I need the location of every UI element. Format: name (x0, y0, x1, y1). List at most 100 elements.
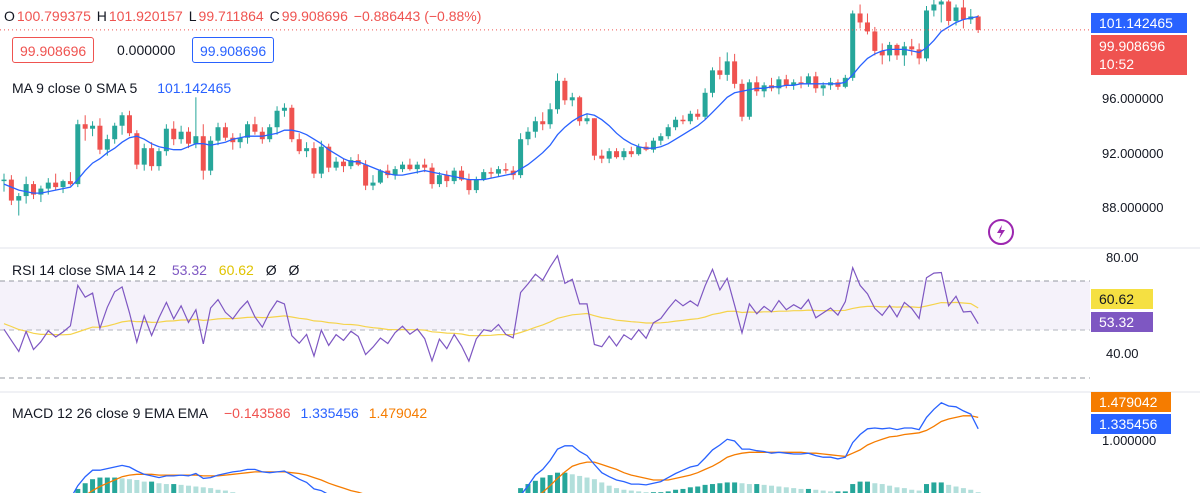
rsi-axis-tick: 80.00 (1106, 250, 1139, 265)
macd-histogram-bar (968, 489, 974, 493)
candle-body (628, 151, 634, 155)
candle-body (805, 76, 811, 84)
lightning-bolt-icon[interactable] (988, 219, 1014, 245)
macd-histogram-bar (665, 491, 671, 493)
low-label: L (188, 8, 197, 24)
candle-body (333, 161, 339, 168)
candle-body (584, 118, 590, 122)
price-axis-tick: 96.000000 (1102, 91, 1164, 106)
candle-body (281, 107, 287, 111)
macd-histogram-bar (761, 484, 767, 493)
close-value: 99.908696 (281, 8, 348, 24)
macd-histogram-bar (687, 487, 693, 493)
ma-legend[interactable]: MA 9 close 0 SMA 5 101.142465 (12, 80, 233, 96)
candle-body (658, 136, 664, 141)
candle-body (909, 46, 915, 50)
macd-histogram-bar (149, 481, 155, 493)
rsi-line (3, 254, 979, 363)
candle-body (156, 151, 162, 167)
candle-body (495, 169, 501, 174)
macd-histogram-bar (82, 483, 88, 493)
candle-body (857, 13, 863, 23)
candle-body (488, 172, 494, 174)
candle-body (680, 119, 686, 122)
ma-line (3, 15, 979, 194)
macd-histogram-bar (569, 474, 575, 493)
macd-histogram-bar (119, 478, 125, 493)
macd-histogram-bar (791, 488, 797, 493)
candle-body (377, 170, 383, 183)
ohlc-legend: O 100.799375 H 101.920157 L 99.711864 C 99.9… (4, 8, 483, 24)
candle-body (783, 79, 789, 86)
high-label: H (96, 8, 107, 24)
macd-signal-line (87, 415, 979, 493)
candle-body (709, 70, 715, 93)
candle-body (695, 113, 701, 117)
macd-histogram-bar (746, 484, 752, 493)
open-value: 100.799375 (16, 8, 91, 24)
candle-body (407, 164, 413, 170)
candle-body (938, 1, 944, 5)
macd-histogram-bar (813, 489, 819, 493)
macd-histogram-bar (924, 484, 929, 493)
candle-body (75, 124, 81, 185)
macd-histogram-bar (842, 491, 848, 493)
candle-body (429, 167, 435, 185)
macd-histogram-bar (186, 485, 191, 493)
macd-histogram-bar (783, 487, 789, 493)
candle-body (850, 13, 856, 78)
candle-body (820, 85, 826, 89)
macd-legend[interactable]: MACD 12 26 close 9 EMA EMA −0.143586 1.3… (12, 405, 429, 421)
candle-body (924, 10, 929, 59)
macd-histogram-bar (798, 488, 804, 493)
macd-legend-value: 1.335456 (300, 405, 359, 421)
candle-body (577, 97, 583, 122)
candle-body (555, 80, 560, 110)
candle-body (946, 1, 952, 21)
countdown-timer: 10:52 (1099, 56, 1135, 72)
candle-body (141, 148, 147, 165)
macd-histogram-bar (584, 477, 590, 493)
candle-body (687, 113, 693, 122)
macd-histogram-bar (518, 488, 524, 493)
ma-legend-label: MA 9 close 0 SMA 5 (12, 80, 138, 96)
price-axis-tick: 92.000000 (1102, 146, 1164, 161)
candle-body (363, 164, 369, 186)
macd-histogram-bar (695, 486, 701, 493)
rsi-legend-extra: Ø (265, 262, 277, 278)
macd-histogram-bar (628, 490, 634, 493)
high-value: 101.920157 (108, 8, 183, 24)
candle-body (8, 179, 14, 201)
candle-body (119, 115, 125, 126)
candle-body (90, 125, 96, 129)
buy-price-box[interactable]: 99.908696 (192, 37, 275, 63)
macd-histogram-bar (805, 488, 811, 493)
macd-histogram-bar (739, 483, 745, 493)
candle-body (1, 179, 7, 182)
macd-histogram-bar (614, 488, 620, 493)
macd-histogram-bar (776, 486, 782, 493)
candle-body (776, 79, 782, 89)
rsi-value-tag: 53.32 (1091, 312, 1153, 332)
candle-body (53, 182, 59, 188)
candle-body (916, 49, 922, 59)
macd-histogram-bar (163, 484, 169, 493)
macd-histogram-bar (879, 484, 885, 493)
candle-body (813, 76, 819, 89)
rsi-legend-extra: Ø (288, 262, 300, 278)
candle-body (525, 131, 531, 140)
sell-price-box[interactable]: 99.908696 (12, 37, 95, 63)
ma-price-tag: 101.142465 (1091, 13, 1187, 33)
candle-body (621, 151, 627, 158)
macd-histogram-bar (673, 489, 679, 493)
macd-histogram-bar (709, 484, 715, 493)
macd-histogram-bar (769, 485, 775, 493)
rsi-legend[interactable]: RSI 14 close SMA 14 2 53.32 60.62 Ø Ø (12, 262, 301, 278)
candle-body (636, 146, 642, 155)
macd-histogram-bar (75, 488, 81, 493)
candle-body (569, 97, 575, 101)
candle-body (481, 172, 487, 180)
candle-body (503, 169, 509, 171)
candle-body (134, 133, 140, 165)
